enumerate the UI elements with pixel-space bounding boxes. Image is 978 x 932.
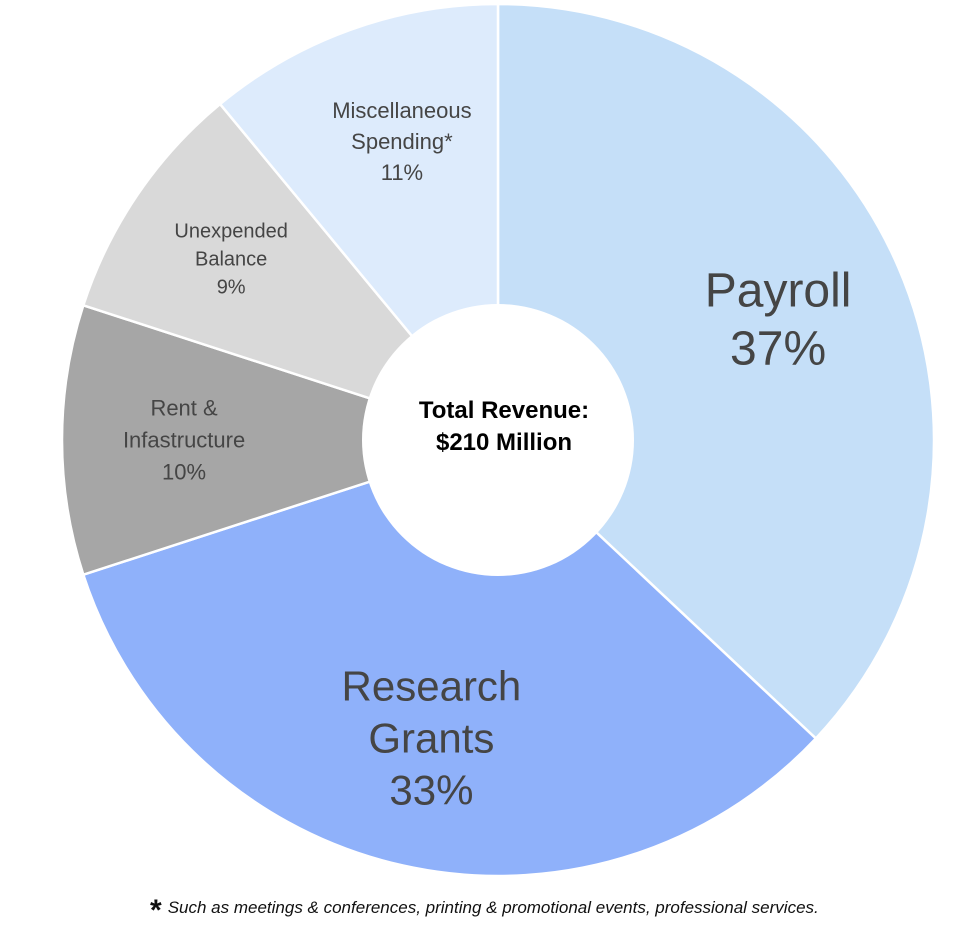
footnote-asterisk: * bbox=[150, 894, 162, 927]
donut-center-hole bbox=[362, 304, 634, 576]
slice-label-unexpended-balance: Unexpended Balance 9% bbox=[174, 221, 287, 299]
slice-label-rent-infastructure: Rent & Infastructure 10% bbox=[123, 396, 245, 485]
slice-label-research-grants: Research Grants 33% bbox=[342, 663, 522, 814]
slice-name-line: Rent & bbox=[150, 396, 218, 421]
slice-percent: 9% bbox=[217, 277, 246, 299]
pie-slice-payroll bbox=[496, 2, 936, 741]
slice-name-line: Balance bbox=[195, 249, 267, 271]
slice-label-miscellaneous-spending: Miscellaneous Spending* 11% bbox=[332, 98, 471, 185]
slice-label-payroll: Payroll 37% bbox=[705, 265, 852, 376]
slice-name-line: Spending* bbox=[351, 129, 453, 154]
center-total-amount: $210 Million bbox=[436, 429, 572, 456]
slice-percent: 37% bbox=[730, 323, 826, 376]
pie-slice-rent-infastructure bbox=[60, 303, 503, 577]
slice-percent: 11% bbox=[381, 160, 423, 185]
slice-name-line: Payroll bbox=[705, 265, 852, 318]
footnote-text: Such as meetings & conferences, printing… bbox=[167, 898, 819, 917]
slice-name-line: Research bbox=[342, 663, 522, 710]
slice-percent: 10% bbox=[162, 460, 206, 485]
labels-layer: Payroll 37% Research Grants 33% Rent & Infastr… bbox=[123, 98, 852, 814]
donut-chart: Payroll 37% Research Grants 33% Rent & Infastr… bbox=[60, 2, 936, 878]
slice-percent: 33% bbox=[389, 767, 473, 814]
center-total-label: Total Revenue: $210 Million bbox=[419, 397, 589, 456]
slice-name-line: Infastructure bbox=[123, 428, 245, 453]
center-total-title: Total Revenue: bbox=[419, 397, 589, 424]
pie-slice-research-grants bbox=[81, 438, 818, 878]
slice-name-line: Miscellaneous bbox=[332, 98, 471, 123]
slice-name-line: Grants bbox=[368, 715, 494, 762]
slice-name-line: Unexpended bbox=[174, 221, 287, 243]
footnote: * Such as meetings & conferences, printin… bbox=[150, 894, 970, 928]
